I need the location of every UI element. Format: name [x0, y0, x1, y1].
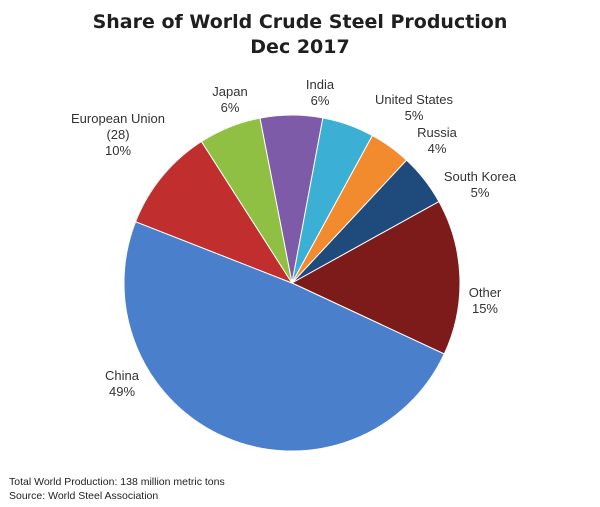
- slice-value-label: 6%: [220, 100, 240, 115]
- slice-value-label: 4%: [427, 141, 447, 156]
- footer-source: Source: World Steel Association: [9, 490, 159, 502]
- slice-name: Russia: [417, 125, 457, 140]
- chart-footer: Total World Production: 138 million metr…: [9, 475, 225, 503]
- slice-label-european-union-28: European Union (28) 10%: [71, 111, 165, 159]
- slice-label-south-korea: South Korea 5%: [444, 169, 516, 201]
- slice-value-label: 15%: [471, 301, 499, 316]
- slice-name: European Union: [71, 111, 165, 126]
- slice-label-other: Other 15%: [469, 285, 502, 317]
- pie-slice-japan: [200, 117, 293, 284]
- chart-title-block: Share of World Crude Steel Production De…: [0, 10, 600, 60]
- pie-slice-other: [290, 200, 461, 355]
- slice-value-label: 5%: [470, 185, 490, 200]
- slice-label-united-states: United States 5%: [375, 92, 453, 124]
- slice-name: (28): [106, 127, 130, 142]
- slice-name: United States: [374, 92, 454, 107]
- slice-name: Other: [468, 285, 502, 300]
- footer-total-production: Total World Production: 138 million metr…: [9, 476, 225, 488]
- slice-label-india: India 6%: [306, 77, 334, 109]
- slice-label-china: China 49%: [105, 368, 139, 400]
- slice-name: Japan: [212, 84, 248, 99]
- slice-name: South Korea: [443, 169, 517, 184]
- chart-subtitle: Dec 2017: [250, 36, 350, 58]
- slice-name: India: [305, 77, 335, 92]
- slice-value-label: 6%: [310, 93, 330, 108]
- pie-slice-china: [123, 221, 445, 452]
- pie-slice-european-union-28: [134, 140, 294, 285]
- slice-label-japan: Japan 6%: [212, 84, 247, 116]
- slice-value-label: 10%: [104, 143, 132, 158]
- chart-title: Share of World Crude Steel Production: [92, 11, 508, 33]
- slice-label-russia: Russia 4%: [417, 125, 457, 157]
- slice-value-label: 5%: [404, 108, 424, 123]
- slice-value-label: 49%: [108, 384, 136, 399]
- slice-name: China: [105, 368, 139, 383]
